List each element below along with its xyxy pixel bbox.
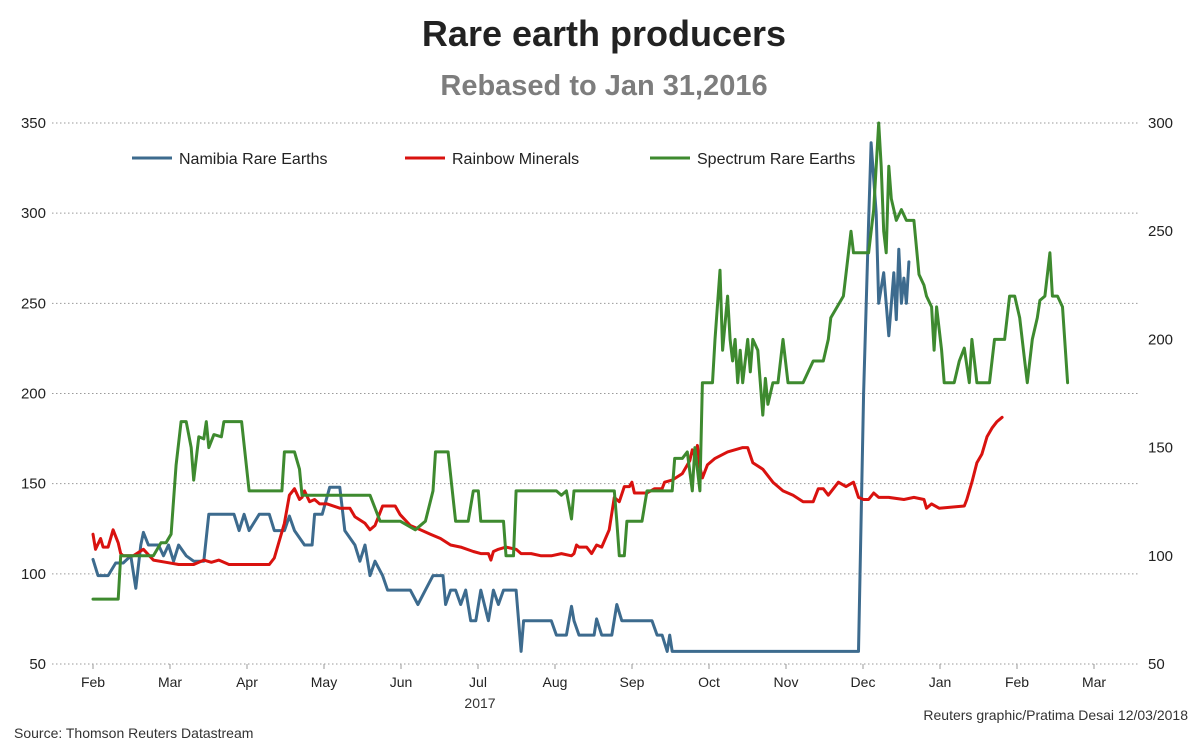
x-tick-label: Aug <box>543 674 568 690</box>
legend-label: Spectrum Rare Earths <box>697 151 855 168</box>
x-tick-label: Sep <box>620 674 645 690</box>
x-axis: Feb Mar Apr May Jun Jul Aug Sep Oct Nov Dec Jan Feb M… <box>81 664 1106 690</box>
year-label: 2017 <box>464 695 495 711</box>
x-tick-label: Jul <box>469 674 487 690</box>
credit-note: Reuters graphic/Pratima Desai 12/03/2018 <box>923 707 1188 723</box>
right-tick-label: 100 <box>1148 548 1173 565</box>
legend-label: Namibia Rare Earths <box>179 151 328 168</box>
left-tick-label: 50 <box>29 656 46 673</box>
left-tick-label: 350 <box>21 115 46 132</box>
x-tick-label: Feb <box>1005 674 1029 690</box>
left-tick-label: 300 <box>21 205 46 222</box>
right-tick-label: 300 <box>1148 115 1173 132</box>
series-line-namibia-rare-earths <box>91 141 911 653</box>
series-lines <box>91 121 1070 653</box>
x-tick-label: Nov <box>774 674 799 690</box>
series-line-spectrum-rare-earths <box>91 121 1070 601</box>
right-tick-label: 150 <box>1148 440 1173 457</box>
chart-title: Rare earth producers <box>422 13 786 54</box>
right-tick-label: 50 <box>1148 656 1165 673</box>
legend: Namibia Rare Earths Rainbow Minerals Spect… <box>132 151 855 168</box>
x-tick-label: Apr <box>236 674 258 690</box>
gridlines <box>52 122 1140 665</box>
x-tick-label: Mar <box>158 674 182 690</box>
x-tick-label: Jun <box>390 674 413 690</box>
legend-label: Rainbow Minerals <box>452 151 579 168</box>
x-tick-label: Oct <box>698 674 720 690</box>
chart-subtitle: Rebased to Jan 31,2016 <box>440 70 767 102</box>
x-tick-label: Dec <box>851 674 876 690</box>
right-axis: 50 100 150 200 250 300 <box>1148 115 1173 673</box>
left-tick-label: 250 <box>21 295 46 312</box>
source-note: Source: Thomson Reuters Datastream <box>14 725 253 741</box>
x-tick-label: Feb <box>81 674 105 690</box>
series-line-rainbow-minerals <box>91 415 1004 566</box>
right-tick-label: 200 <box>1148 331 1173 348</box>
x-tick-label: Mar <box>1082 674 1106 690</box>
x-tick-label: Jan <box>929 674 952 690</box>
left-tick-label: 200 <box>21 386 46 403</box>
left-tick-label: 150 <box>21 476 46 493</box>
left-tick-label: 100 <box>21 566 46 583</box>
right-tick-label: 250 <box>1148 223 1173 240</box>
x-tick-label: May <box>311 674 337 690</box>
left-axis: 50 100 150 200 250 300 350 <box>21 115 46 673</box>
